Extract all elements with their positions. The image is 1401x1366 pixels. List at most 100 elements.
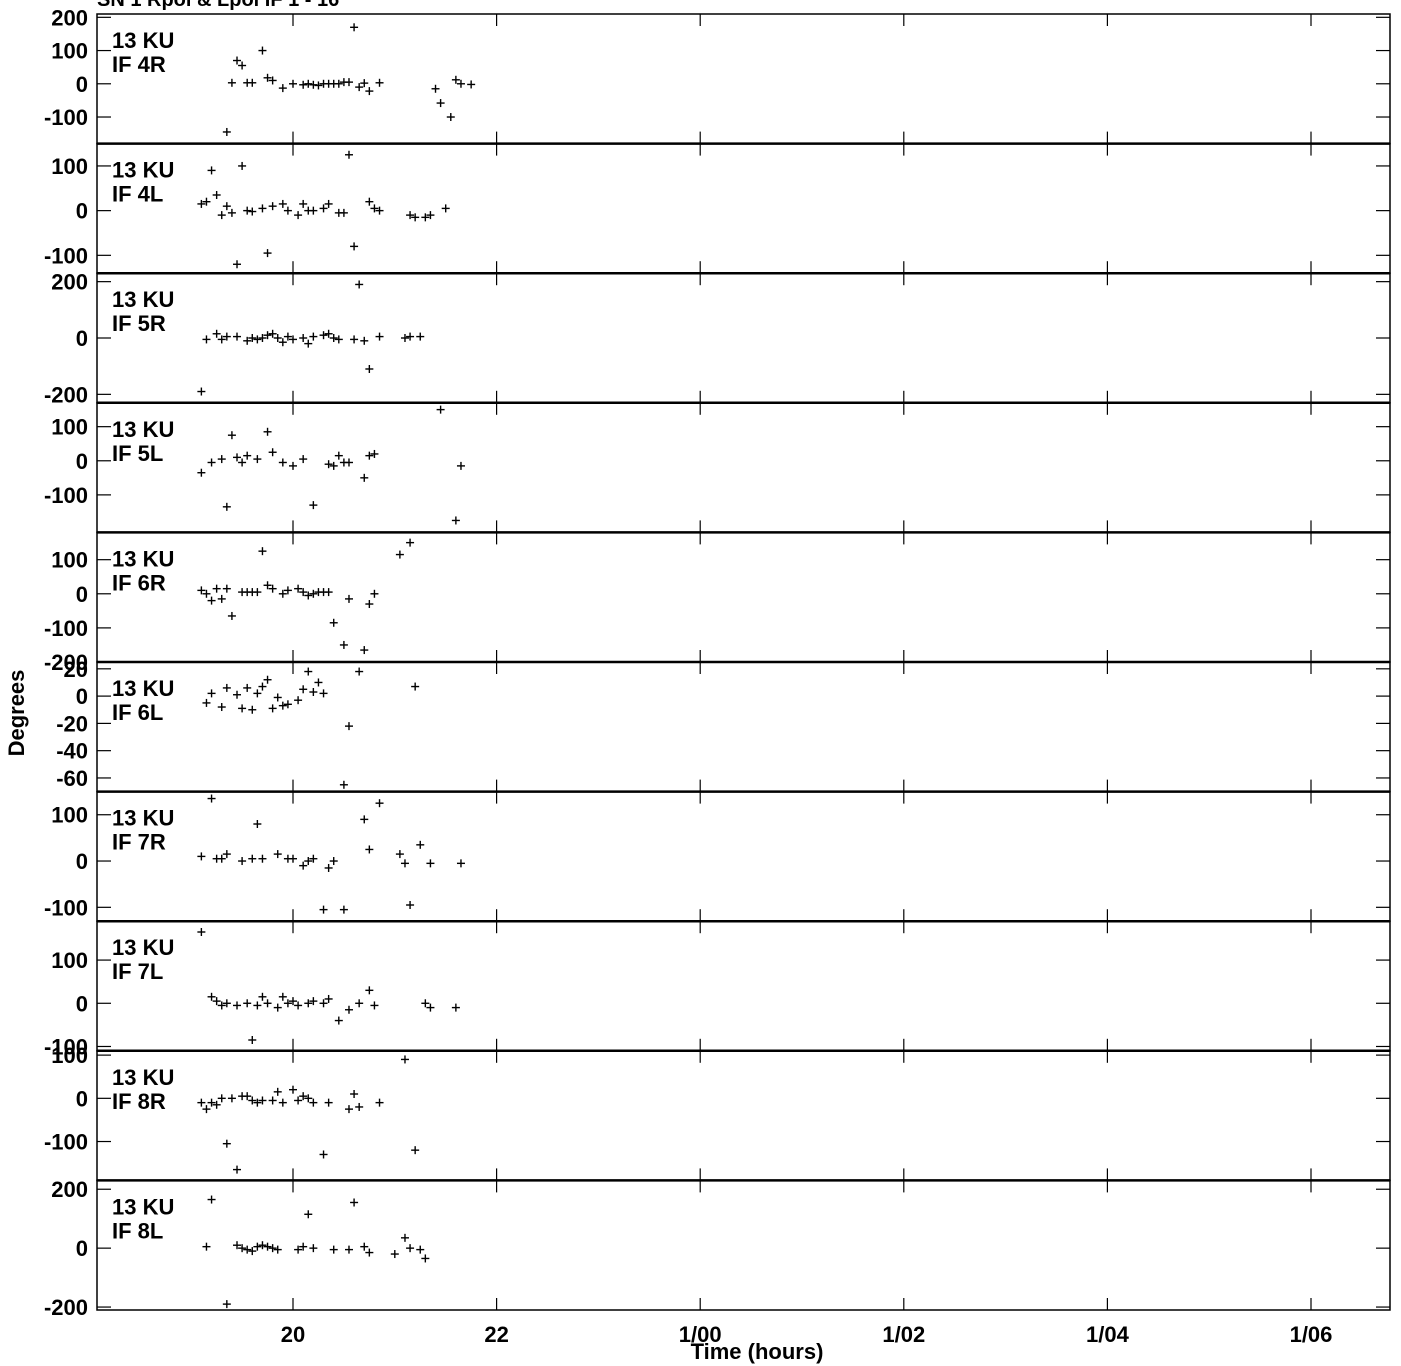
data-point (253, 820, 262, 828)
data-point (263, 427, 272, 436)
data-point (304, 857, 313, 866)
y-tick-label: 100 (51, 948, 88, 973)
data-point (324, 588, 333, 597)
data-point (350, 1090, 359, 1098)
data-point (248, 78, 257, 87)
data-point (273, 850, 282, 859)
data-point (222, 1300, 231, 1309)
data-point (299, 199, 308, 208)
data-point (299, 455, 308, 464)
data-point (299, 80, 308, 89)
data-point (197, 852, 206, 861)
data-point (222, 202, 231, 211)
data-point (289, 461, 297, 470)
data-point (400, 1233, 409, 1242)
data-point (324, 460, 333, 469)
data-point (217, 1094, 226, 1103)
data-point (197, 1098, 206, 1107)
data-point (451, 75, 460, 84)
y-tick-label: 0 (76, 991, 88, 1016)
y-tick-label: -60 (56, 766, 88, 791)
data-point (299, 1242, 308, 1251)
y-tick-label: 100 (51, 154, 88, 179)
data-point (222, 127, 231, 136)
data-point (248, 334, 257, 342)
data-point (436, 99, 445, 108)
panel-label-line: IF 5L (112, 441, 163, 466)
data-point (421, 999, 430, 1008)
data-point (278, 701, 287, 710)
panel-label-line: IF 7L (112, 959, 163, 984)
data-point (268, 448, 277, 457)
data-point (406, 1244, 415, 1253)
data-point (243, 683, 252, 692)
data-point (238, 704, 247, 713)
data-point (329, 461, 338, 470)
data-point (212, 1100, 221, 1109)
x-tick-label: 1/00 (679, 1322, 722, 1347)
y-tick-label: 0 (76, 72, 88, 97)
data-point (263, 73, 272, 82)
data-point (456, 859, 465, 868)
data-point (324, 994, 333, 1003)
data-point (294, 1001, 303, 1010)
data-point (365, 87, 374, 96)
data-point (207, 689, 216, 698)
y-tick-label: 0 (76, 326, 88, 351)
data-point (329, 334, 338, 342)
data-point (212, 190, 221, 199)
data-point (227, 78, 236, 87)
data-point (360, 815, 369, 824)
y-tick-label: -20 (56, 711, 88, 736)
data-point (217, 703, 226, 712)
panel-label-line: 13 KU (112, 1194, 174, 1219)
data-point (375, 206, 384, 215)
data-point (375, 799, 384, 808)
data-point (467, 80, 476, 89)
data-point (248, 1036, 257, 1044)
data-point (289, 79, 297, 88)
data-point (309, 1098, 318, 1107)
y-tick-label: 0 (76, 582, 88, 607)
data-point (263, 249, 272, 258)
data-point (217, 854, 226, 863)
y-tick-label: 0 (76, 684, 88, 709)
data-point (431, 84, 440, 93)
y-tick-label: -100 (44, 895, 88, 920)
y-tick-label: -100 (44, 1130, 88, 1155)
data-point (370, 1001, 379, 1010)
data-point (309, 1244, 318, 1253)
y-tick-label: -40 (56, 739, 88, 764)
data-point (233, 1001, 242, 1010)
data-point (283, 332, 292, 341)
data-point (411, 682, 420, 691)
data-point (207, 794, 216, 803)
x-axis-title: Time (hours) (691, 1339, 824, 1364)
data-point (233, 260, 242, 269)
data-point (390, 1250, 399, 1259)
data-point (233, 1165, 242, 1174)
y-axis-title: Degrees (4, 670, 29, 757)
panel-label-line: IF 8L (112, 1218, 163, 1243)
panel-label-line: 13 KU (112, 417, 174, 442)
data-point (426, 1003, 435, 1012)
data-point (243, 1092, 252, 1101)
panel-label-line: 13 KU (112, 287, 174, 312)
data-point (278, 458, 287, 467)
data-point (253, 335, 262, 344)
data-point (278, 84, 287, 93)
data-point (344, 78, 353, 87)
y-tick-label: 100 (51, 39, 88, 64)
data-point (227, 208, 236, 217)
data-point (329, 857, 338, 866)
data-point (304, 999, 313, 1008)
panel-label-line: IF 6R (112, 570, 166, 595)
data-point (370, 204, 379, 213)
data-point (309, 688, 318, 697)
data-point (248, 705, 257, 714)
data-point (319, 689, 328, 698)
data-point (217, 455, 226, 464)
data-point (344, 458, 353, 467)
